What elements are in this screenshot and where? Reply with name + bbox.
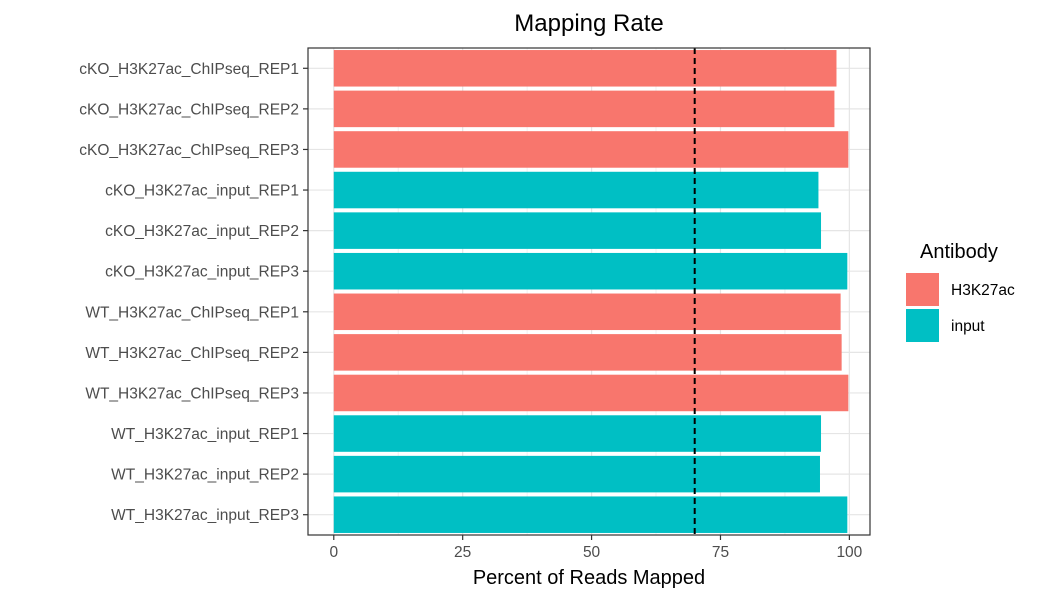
bar (333, 374, 849, 412)
bar (333, 496, 848, 533)
y-tick-label: WT_H3K27ac_ChIPseq_REP1 (85, 304, 299, 321)
legend-label: input (951, 318, 985, 335)
minor-gridlines (397, 48, 786, 535)
bar (333, 50, 837, 87)
y-tick-label: WT_H3K27ac_ChIPseq_REP2 (85, 345, 299, 362)
x-tick-label: 100 (836, 544, 862, 561)
y-tick-label: WT_H3K27ac_input_REP3 (111, 507, 299, 524)
bar (333, 334, 842, 371)
y-tick-label: cKO_H3K27ac_ChIPseq_REP1 (79, 61, 299, 78)
y-tick-label: cKO_H3K27ac_input_REP1 (105, 183, 299, 200)
bar (333, 90, 835, 128)
x-tick-label: 75 (712, 544, 729, 561)
y-tick-label: cKO_H3K27ac_input_REP2 (105, 223, 299, 240)
plot-panel (308, 48, 870, 535)
bar (333, 131, 849, 168)
y-tick-label: cKO_H3K27ac_ChIPseq_REP3 (79, 142, 299, 159)
y-axis: cKO_H3K27ac_ChIPseq_REP1 cKO_H3K27ac_ChIP… (79, 61, 308, 524)
legend-items: H3K27ac input (906, 273, 1015, 342)
legend-swatch (906, 273, 939, 306)
bar (333, 252, 848, 290)
x-axis: 0 25 50 75 100 (329, 535, 863, 561)
bar (333, 293, 841, 331)
x-tick-label: 25 (454, 544, 471, 561)
y-tick-label: WT_H3K27ac_ChIPseq_REP3 (85, 385, 299, 402)
legend-swatch (906, 309, 939, 342)
legend: Antibody H3K27ac input (906, 241, 1015, 342)
bar (333, 415, 822, 452)
y-tick-label: WT_H3K27ac_input_REP1 (111, 426, 299, 443)
bar (333, 212, 822, 249)
y-tick-label: cKO_H3K27ac_ChIPseq_REP2 (79, 101, 299, 118)
legend-title: Antibody (920, 241, 998, 263)
bar (333, 171, 819, 209)
chart-title: Mapping Rate (514, 10, 663, 37)
bars (333, 50, 849, 533)
x-axis-title: Percent of Reads Mapped (473, 567, 705, 589)
x-tick-label: 50 (583, 544, 601, 561)
bar (333, 455, 820, 493)
y-tick-label: WT_H3K27ac_input_REP2 (111, 467, 299, 484)
plot-panel-border (307, 47, 871, 536)
x-tick-label: 0 (329, 544, 338, 561)
legend-label: H3K27ac (951, 282, 1015, 299)
y-tick-label: cKO_H3K27ac_input_REP3 (105, 264, 299, 281)
